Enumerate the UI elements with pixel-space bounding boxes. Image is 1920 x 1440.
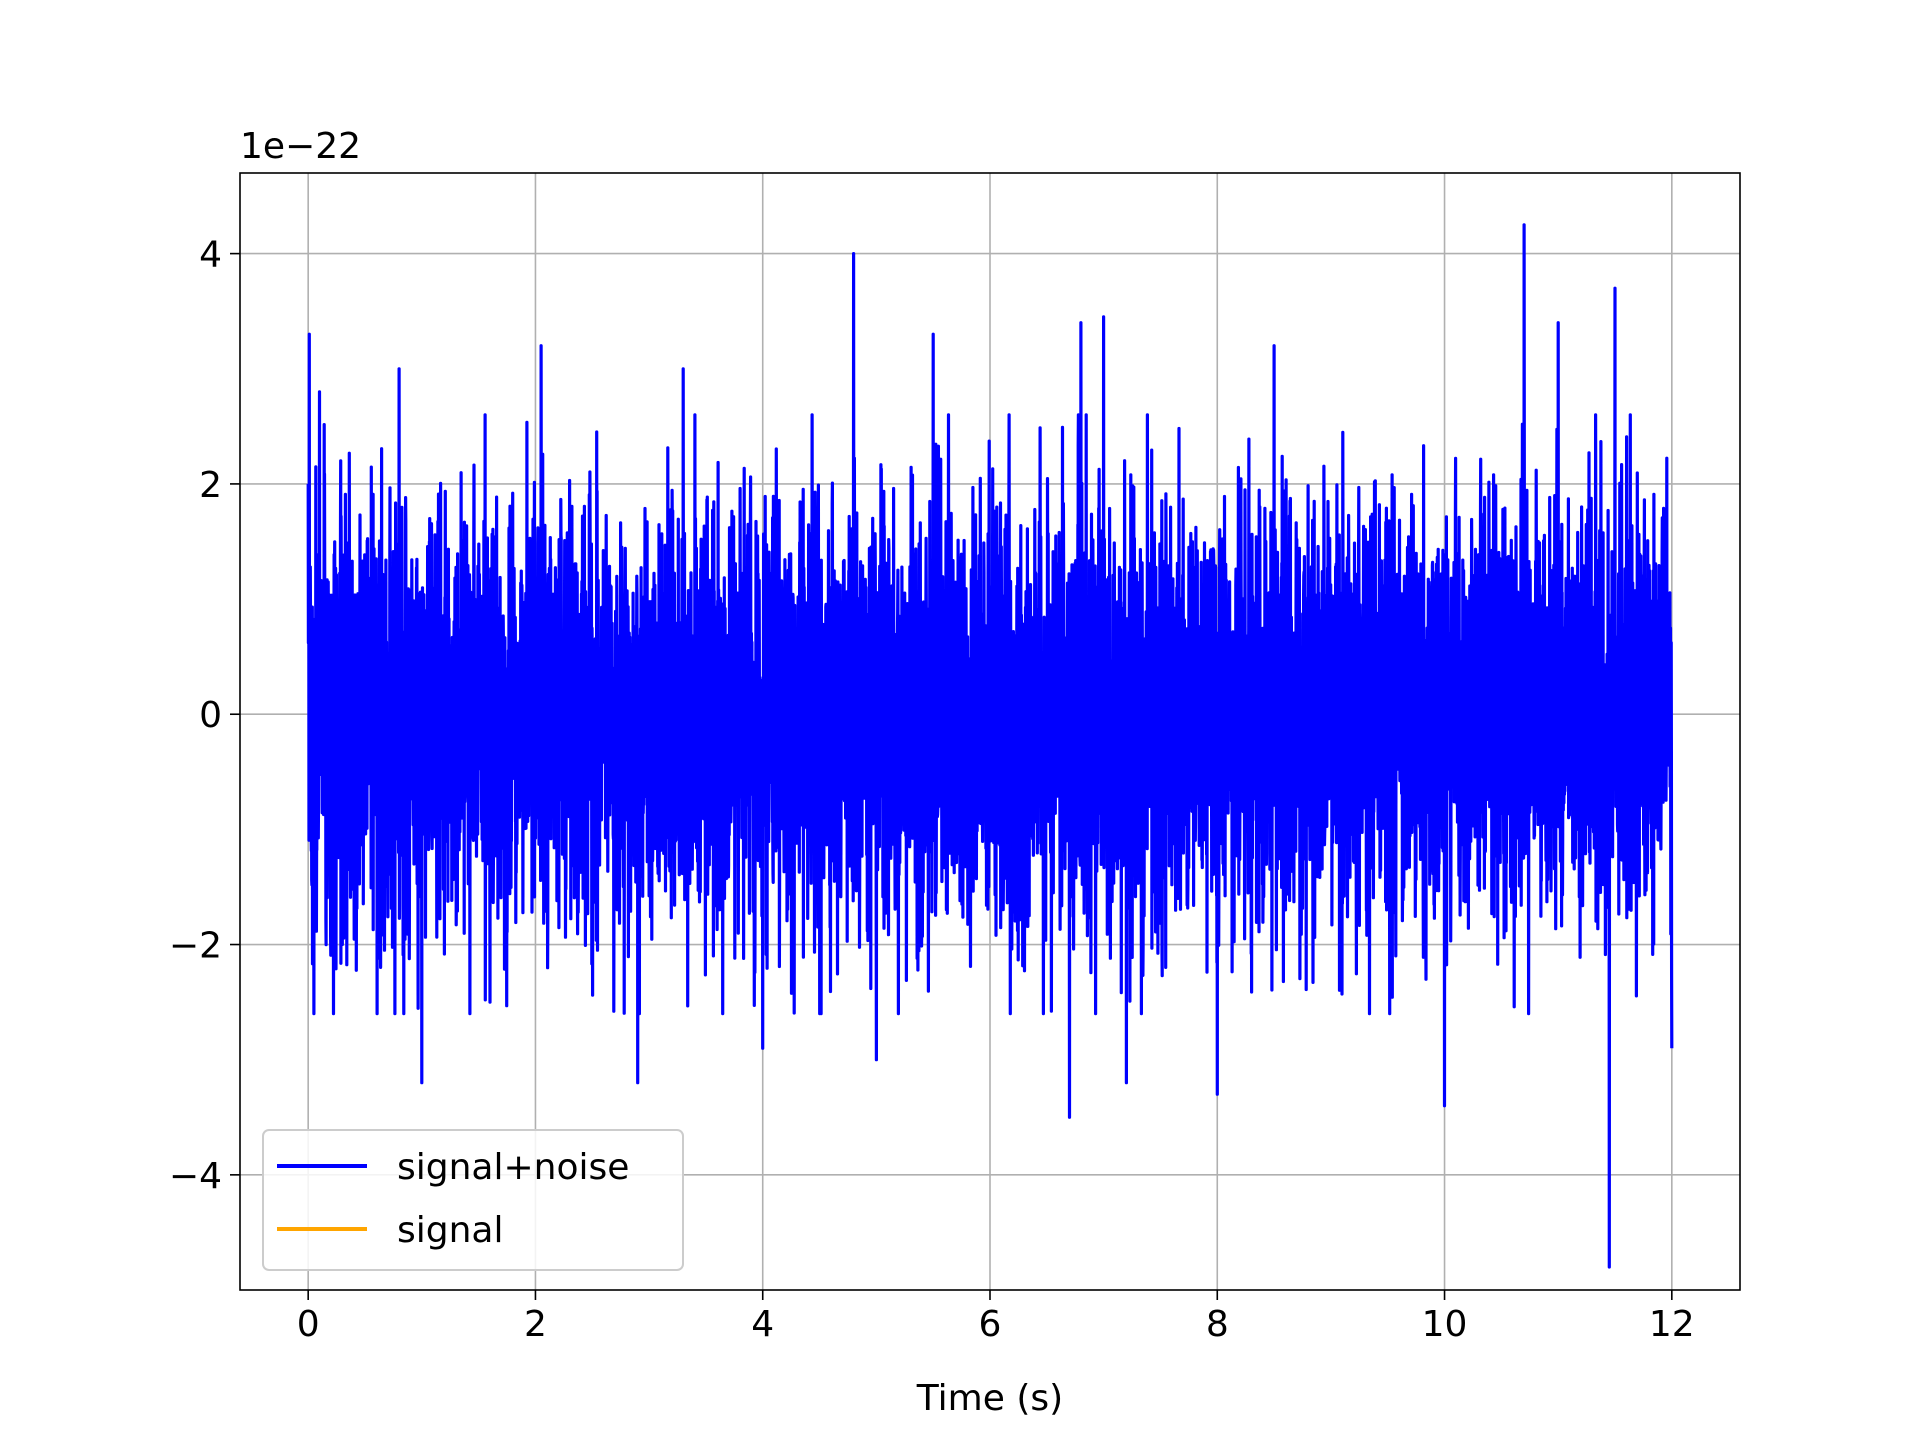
- series-signal-noise-line: [306, 223, 1674, 1269]
- y-offset-label: 1e−22: [240, 126, 361, 167]
- y-axis: −4 −2 0 2 4: [169, 235, 240, 1197]
- x-axis-label: Time (s): [916, 1378, 1063, 1419]
- legend-label-signal-noise: signal+noise: [397, 1147, 629, 1188]
- x-tick-label: 2: [524, 1304, 547, 1345]
- x-tick-label: 10: [1422, 1304, 1468, 1345]
- x-tick-label: 0: [297, 1304, 320, 1345]
- x-axis: 0 2 4 6 8 10 12: [297, 1290, 1695, 1345]
- y-tick-label: −4: [169, 1156, 222, 1197]
- legend-label-signal: signal: [397, 1210, 504, 1251]
- legend: signal+noise signal: [262, 1129, 684, 1271]
- x-tick-label: 8: [1206, 1304, 1229, 1345]
- x-tick-label: 6: [979, 1304, 1002, 1345]
- y-tick-label: 4: [199, 235, 222, 276]
- y-tick-label: 2: [199, 465, 222, 506]
- series-layer: [306, 223, 1674, 1269]
- x-tick-label: 4: [751, 1304, 774, 1345]
- y-tick-label: −2: [169, 926, 222, 967]
- y-tick-label: 0: [199, 695, 222, 736]
- legend-box: [262, 1129, 684, 1271]
- x-tick-label: 12: [1649, 1304, 1695, 1345]
